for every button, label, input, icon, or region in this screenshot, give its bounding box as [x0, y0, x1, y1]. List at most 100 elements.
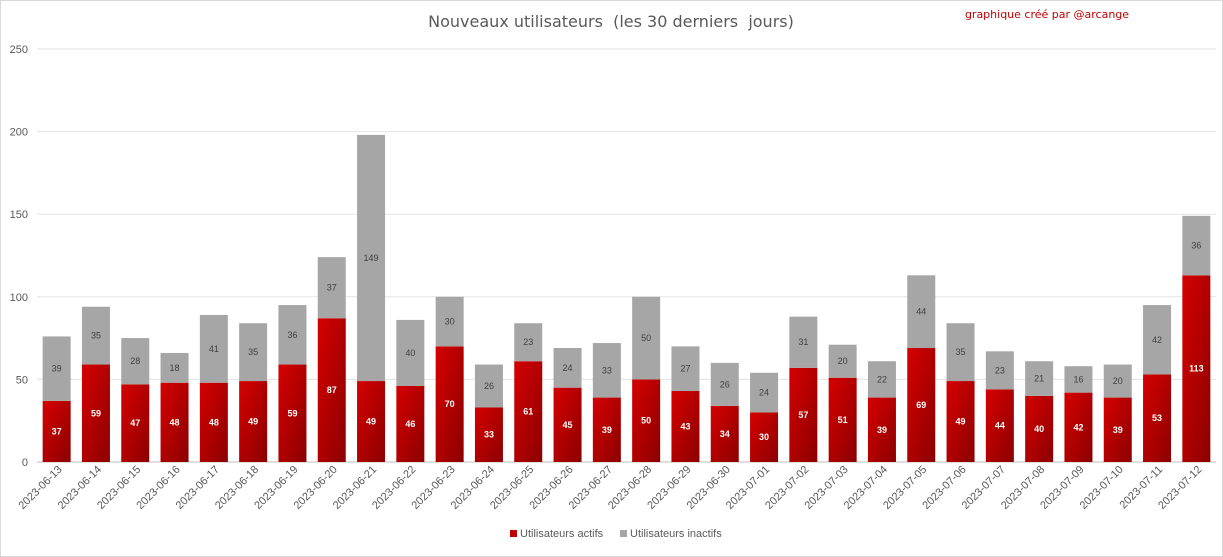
data-label-inactive: 30 [445, 317, 455, 327]
bar-active-users [867, 397, 896, 462]
data-label-inactive: 26 [720, 379, 730, 389]
data-label-active: 59 [287, 408, 297, 418]
bar-inactive-users [632, 296, 661, 380]
bar-inactive-users [1064, 366, 1093, 393]
data-label-active: 39 [602, 425, 612, 435]
data-label-active: 69 [916, 400, 926, 410]
data-label-inactive: 35 [248, 347, 258, 357]
data-label-active: 47 [130, 418, 140, 428]
bar-active-users [357, 381, 386, 462]
bar-inactive-users [946, 323, 975, 382]
bar-inactive-users [81, 306, 110, 365]
legend-label: Utilisateurs actifs [520, 528, 604, 540]
data-label-inactive: 40 [405, 348, 415, 358]
bar-inactive-users [789, 316, 818, 368]
bar-inactive-users [121, 338, 150, 385]
bar-active-users [671, 390, 700, 462]
bar-active-users [828, 377, 857, 462]
bar-inactive-users [985, 351, 1014, 390]
bar-inactive-users [1182, 215, 1211, 276]
bar-active-users [1103, 397, 1132, 462]
legend-swatch [620, 530, 627, 537]
bar-inactive-users [435, 296, 464, 347]
bar-active-users [199, 382, 228, 462]
data-label-inactive: 23 [523, 337, 533, 347]
bar-inactive-users [553, 348, 582, 388]
data-label-active: 49 [248, 417, 258, 427]
data-label-inactive: 33 [602, 365, 612, 375]
data-label-inactive: 18 [170, 363, 180, 373]
bar-active-users [42, 400, 71, 462]
data-label-active: 70 [445, 399, 455, 409]
bar-active-users [632, 379, 661, 462]
data-label-active: 48 [209, 417, 219, 427]
data-label-inactive: 23 [995, 365, 1005, 375]
data-label-inactive: 39 [52, 364, 62, 374]
data-label-inactive: 20 [1113, 376, 1123, 386]
data-label-active: 49 [366, 417, 376, 427]
data-label-inactive: 36 [1191, 241, 1201, 251]
data-label-inactive: 50 [641, 333, 651, 343]
data-label-active: 34 [720, 429, 730, 439]
legend-label: Utilisateurs inactifs [630, 528, 722, 540]
data-label-active: 87 [327, 385, 337, 395]
bar-inactive-users [278, 305, 307, 365]
bar-active-users [553, 387, 582, 462]
data-label-active: 61 [523, 407, 533, 417]
bar-inactive-users [1103, 364, 1132, 398]
data-label-inactive: 41 [209, 344, 219, 354]
bar-inactive-users [199, 314, 228, 383]
bar-inactive-users [1143, 305, 1172, 375]
data-label-inactive: 22 [877, 374, 887, 384]
bar-inactive-users [907, 275, 936, 349]
data-label-inactive: 24 [759, 388, 769, 398]
data-label-active: 49 [956, 417, 966, 427]
x-axis-ticks: 2023-06-132023-06-142023-06-152023-06-16… [16, 464, 1204, 512]
bar-active-users [907, 348, 936, 462]
data-label-inactive: 35 [91, 331, 101, 341]
bar-inactive-users [671, 346, 700, 391]
data-label-inactive: 35 [956, 347, 966, 357]
legend-swatch [510, 530, 517, 537]
legend: Utilisateurs actifs Utilisateurs inactifs [510, 528, 722, 540]
data-label-active: 53 [1152, 413, 1162, 423]
data-label-active: 30 [759, 432, 769, 442]
bar-active-users [239, 381, 268, 462]
y-tick-label: 200 [10, 127, 28, 139]
bar-active-users [160, 382, 189, 462]
bar-active-users [1182, 275, 1211, 462]
bar-active-users [946, 381, 975, 462]
bar-inactive-users [750, 372, 779, 413]
bar-inactive-users [867, 361, 896, 398]
data-label-inactive: 24 [563, 363, 573, 373]
bar-inactive-users [317, 257, 346, 319]
data-label-active: 46 [405, 419, 415, 429]
bar-active-users [514, 361, 543, 462]
bar-inactive-users [828, 344, 857, 378]
data-label-inactive: 31 [798, 337, 808, 347]
y-tick-label: 250 [10, 44, 28, 56]
data-label-inactive: 36 [287, 330, 297, 340]
bar-inactive-users [474, 364, 503, 408]
bar-inactive-users [357, 134, 386, 382]
data-labels: 37 39 59 35 47 28 48 18 48 41 49 35 59 36 87 37 49 149 46 4… [52, 241, 1204, 443]
bar-active-users [710, 405, 739, 462]
data-label-active: 40 [1034, 424, 1044, 434]
data-label-inactive: 149 [364, 253, 379, 263]
bar-active-users [1064, 392, 1093, 462]
data-label-inactive: 44 [916, 307, 926, 317]
y-axis-ticks: 0 50 100 150 200 250 [10, 44, 28, 469]
bar-inactive-users [710, 362, 739, 406]
data-label-active: 44 [995, 421, 1005, 431]
y-tick-label: 150 [10, 209, 28, 221]
bar-active-users [750, 412, 779, 462]
data-label-inactive: 28 [130, 356, 140, 366]
bar-inactive-users [42, 336, 71, 401]
bar-active-users [317, 318, 346, 462]
bar-active-users [474, 407, 503, 462]
data-label-active: 39 [877, 425, 887, 435]
bar-inactive-users [160, 352, 189, 383]
data-label-active: 33 [484, 430, 494, 440]
